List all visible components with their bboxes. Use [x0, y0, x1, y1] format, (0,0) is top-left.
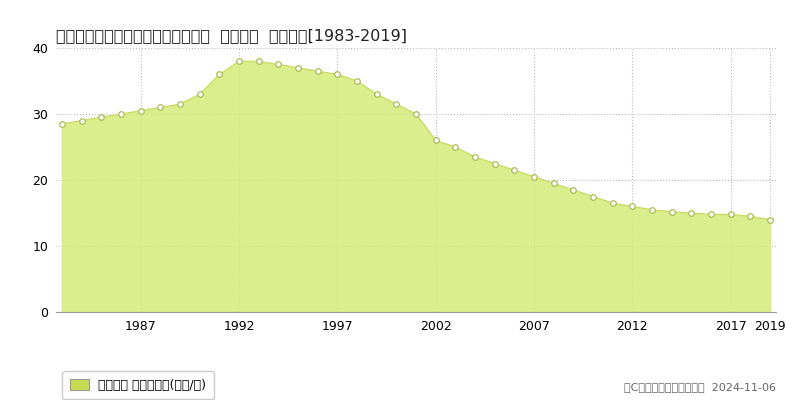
Text: 長野県岡谷市郷田１丁目３８５番３  公示地価  地価推移[1983-2019]: 長野県岡谷市郷田１丁目３８５番３ 公示地価 地価推移[1983-2019]: [56, 28, 407, 43]
Text: （C）土地価格ドットコム  2024-11-06: （C）土地価格ドットコム 2024-11-06: [624, 382, 776, 392]
Legend: 公示地価 平均坪単価(万円/坪): 公示地価 平均坪単価(万円/坪): [62, 371, 214, 399]
